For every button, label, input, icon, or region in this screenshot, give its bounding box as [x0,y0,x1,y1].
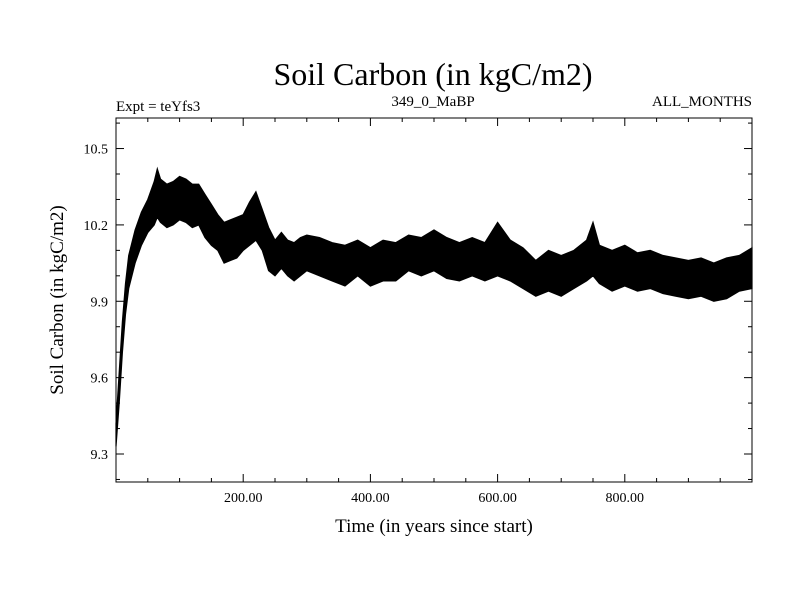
experiment-label: Expt = teYfs3 [116,99,200,115]
axis-tick-labels: 9.3 9.6 9.9 10.2 10.5 200.00 400.00 600.00 800.0… [84,143,645,506]
x-tick-label: 200.00 [224,491,263,506]
period-label: 349_0_MaBP [391,94,474,110]
x-tick-label: 800.00 [606,491,645,506]
plot-frame [115,117,753,483]
y-tick-label: 10.5 [84,143,109,158]
x-tick-label: 400.00 [351,491,390,506]
plot-data-area [115,166,753,447]
y-tick-label: 9.6 [91,372,109,387]
series-band [115,166,753,447]
y-tick-label: 9.9 [91,295,109,310]
y-axis-label: Soil Carbon (in kgC/m2) [47,205,68,394]
y-tick-label: 9.3 [91,448,109,463]
months-label: ALL_MONTHS [652,94,752,110]
chart-title: Soil Carbon (in kgC/m2) [273,56,592,92]
y-tick-label: 10.2 [84,219,109,234]
series-line [115,186,753,436]
axis-ticks [116,118,752,482]
x-axis-label: Time (in years since start) [335,516,533,537]
x-tick-label: 600.00 [478,491,517,506]
